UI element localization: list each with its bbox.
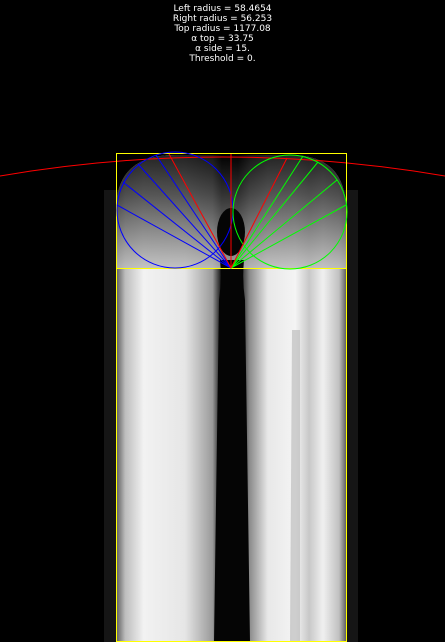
top-radius-arc <box>0 156 445 177</box>
right-radius-circle <box>232 154 348 270</box>
left-radius-readout: Left radius = 58.4654 <box>173 4 272 14</box>
alpha-top-readout: α top = 33.75 <box>191 34 254 44</box>
dark-stem <box>214 260 250 642</box>
center-rays <box>168 153 288 269</box>
right-radius-readout: Right radius = 56.253 <box>172 14 273 24</box>
faint-right-streak <box>290 330 300 642</box>
measurement-readouts: Left radius = 58.4654 Right radius = 56.… <box>0 4 445 66</box>
threshold-readout: Threshold = 0. <box>189 54 256 64</box>
left-rays <box>116 154 232 269</box>
top-radius-readout: Top radius = 1177.08 <box>174 24 271 34</box>
right-rays <box>230 155 347 269</box>
alpha-side-readout: α side = 15. <box>195 44 250 54</box>
